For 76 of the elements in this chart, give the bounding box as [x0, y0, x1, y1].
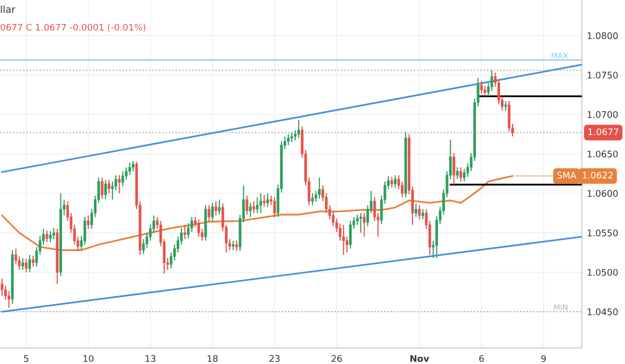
candlestick: [342, 224, 345, 256]
candlestick: [287, 134, 290, 146]
y-tick-label: 1.0550: [588, 230, 618, 236]
candlestick: [28, 254, 31, 273]
candlestick: [349, 220, 352, 250]
candlestick: [252, 200, 256, 214]
candlestick: [100, 176, 104, 200]
candlestick: [414, 203, 418, 218]
candlestick: [118, 174, 121, 194]
candlestick: [86, 214, 90, 230]
candlestick: [128, 162, 132, 176]
candlestick: [218, 199, 221, 216]
candlestick: [311, 192, 314, 206]
candlestick: [14, 248, 18, 265]
candlestick: [290, 132, 294, 143]
candlestick: [256, 196, 259, 214]
candlestick: [418, 204, 421, 220]
x-tick-label: 6: [479, 355, 484, 362]
candlestick: [197, 218, 200, 238]
candlestick: [508, 100, 510, 132]
candlestick: [259, 192, 262, 214]
x-tick-label: 23: [269, 355, 280, 362]
candlestick: [0, 278, 4, 296]
candlestick: [52, 227, 56, 240]
candlestick: [452, 152, 456, 186]
candlestick: [104, 179, 107, 200]
text: 1.0677: [588, 128, 618, 136]
candlestick: [121, 170, 124, 187]
y-tick-label: 1.0450: [588, 308, 618, 316]
x-tick-label: 5: [24, 355, 28, 362]
candlestick: [184, 224, 186, 240]
y-tick-label: 1.0650: [588, 150, 618, 158]
candlestick: [422, 208, 424, 220]
candlestick: [459, 166, 462, 182]
y-tick-label: 1.0750: [588, 72, 618, 79]
text: 0677 C 1.0677 -0.0001 (-0.01%): [0, 24, 146, 32]
candlestick: [262, 194, 266, 208]
y-tick-label: 1.0500: [588, 268, 618, 276]
candlestick: [456, 166, 459, 180]
candlestick: [266, 192, 269, 208]
candlestick: [249, 202, 252, 218]
x-tick-label: 18: [208, 355, 218, 362]
x-tick-label: 13: [146, 355, 156, 362]
y-tick-label: 1.0800: [588, 32, 618, 40]
candlestick: [362, 212, 366, 238]
candlestick: [390, 176, 394, 188]
candlestick: [32, 255, 34, 268]
y-tick-label: 1.0700: [588, 111, 618, 118]
candlestick: [232, 240, 234, 251]
x-tick-label: Nov: [410, 355, 430, 362]
candlestick: [49, 230, 52, 243]
candlestick: [46, 230, 48, 243]
candlestick: [108, 179, 110, 194]
candlestick: [211, 202, 214, 222]
candlestick: [21, 257, 24, 270]
chart-title: llar: [0, 5, 16, 13]
x-tick-label: 9: [541, 355, 546, 362]
candlestick: [484, 85, 486, 97]
data-label: 1.0622: [582, 172, 613, 179]
candlestick: [504, 100, 507, 112]
candlestick: [297, 119, 300, 139]
legend-label: SMA: [557, 172, 576, 179]
candlestick: [273, 196, 276, 218]
x-tick-label: 10: [84, 355, 94, 362]
candlestick: [318, 176, 321, 200]
candlestick: [132, 160, 134, 172]
candlestick: [24, 258, 28, 273]
candlestick: [480, 80, 483, 94]
candlestick: [208, 204, 210, 222]
candlestick: [359, 212, 362, 234]
candlestick: [214, 200, 218, 216]
x-tick-label: 26: [332, 355, 342, 362]
candlestick: [235, 240, 238, 252]
candlestick: [246, 195, 248, 216]
candlestick: [394, 174, 397, 188]
y-tick-label: 1.0600: [588, 190, 618, 197]
